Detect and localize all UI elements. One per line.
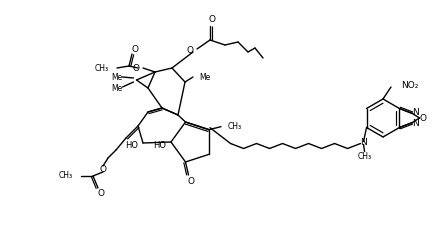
Text: O: O <box>97 190 104 199</box>
Text: O: O <box>99 164 106 174</box>
Text: HO: HO <box>125 141 138 150</box>
Text: N: N <box>359 138 366 147</box>
Text: NO₂: NO₂ <box>400 81 418 89</box>
Text: CH₃: CH₃ <box>227 122 242 131</box>
Text: O: O <box>208 15 215 23</box>
Text: HO: HO <box>153 141 166 150</box>
Text: O: O <box>131 44 138 54</box>
Text: CH₃: CH₃ <box>357 152 371 161</box>
Text: N: N <box>411 119 418 128</box>
Text: Me: Me <box>111 72 122 81</box>
Text: Me: Me <box>111 83 122 92</box>
Text: O: O <box>186 45 193 54</box>
Text: N: N <box>411 108 418 117</box>
Text: O: O <box>419 114 426 123</box>
Text: CH₃: CH₃ <box>95 64 109 72</box>
Text: Me: Me <box>198 72 210 81</box>
Text: CH₃: CH₃ <box>59 172 73 180</box>
Text: O: O <box>133 64 140 72</box>
Text: O: O <box>187 178 194 186</box>
